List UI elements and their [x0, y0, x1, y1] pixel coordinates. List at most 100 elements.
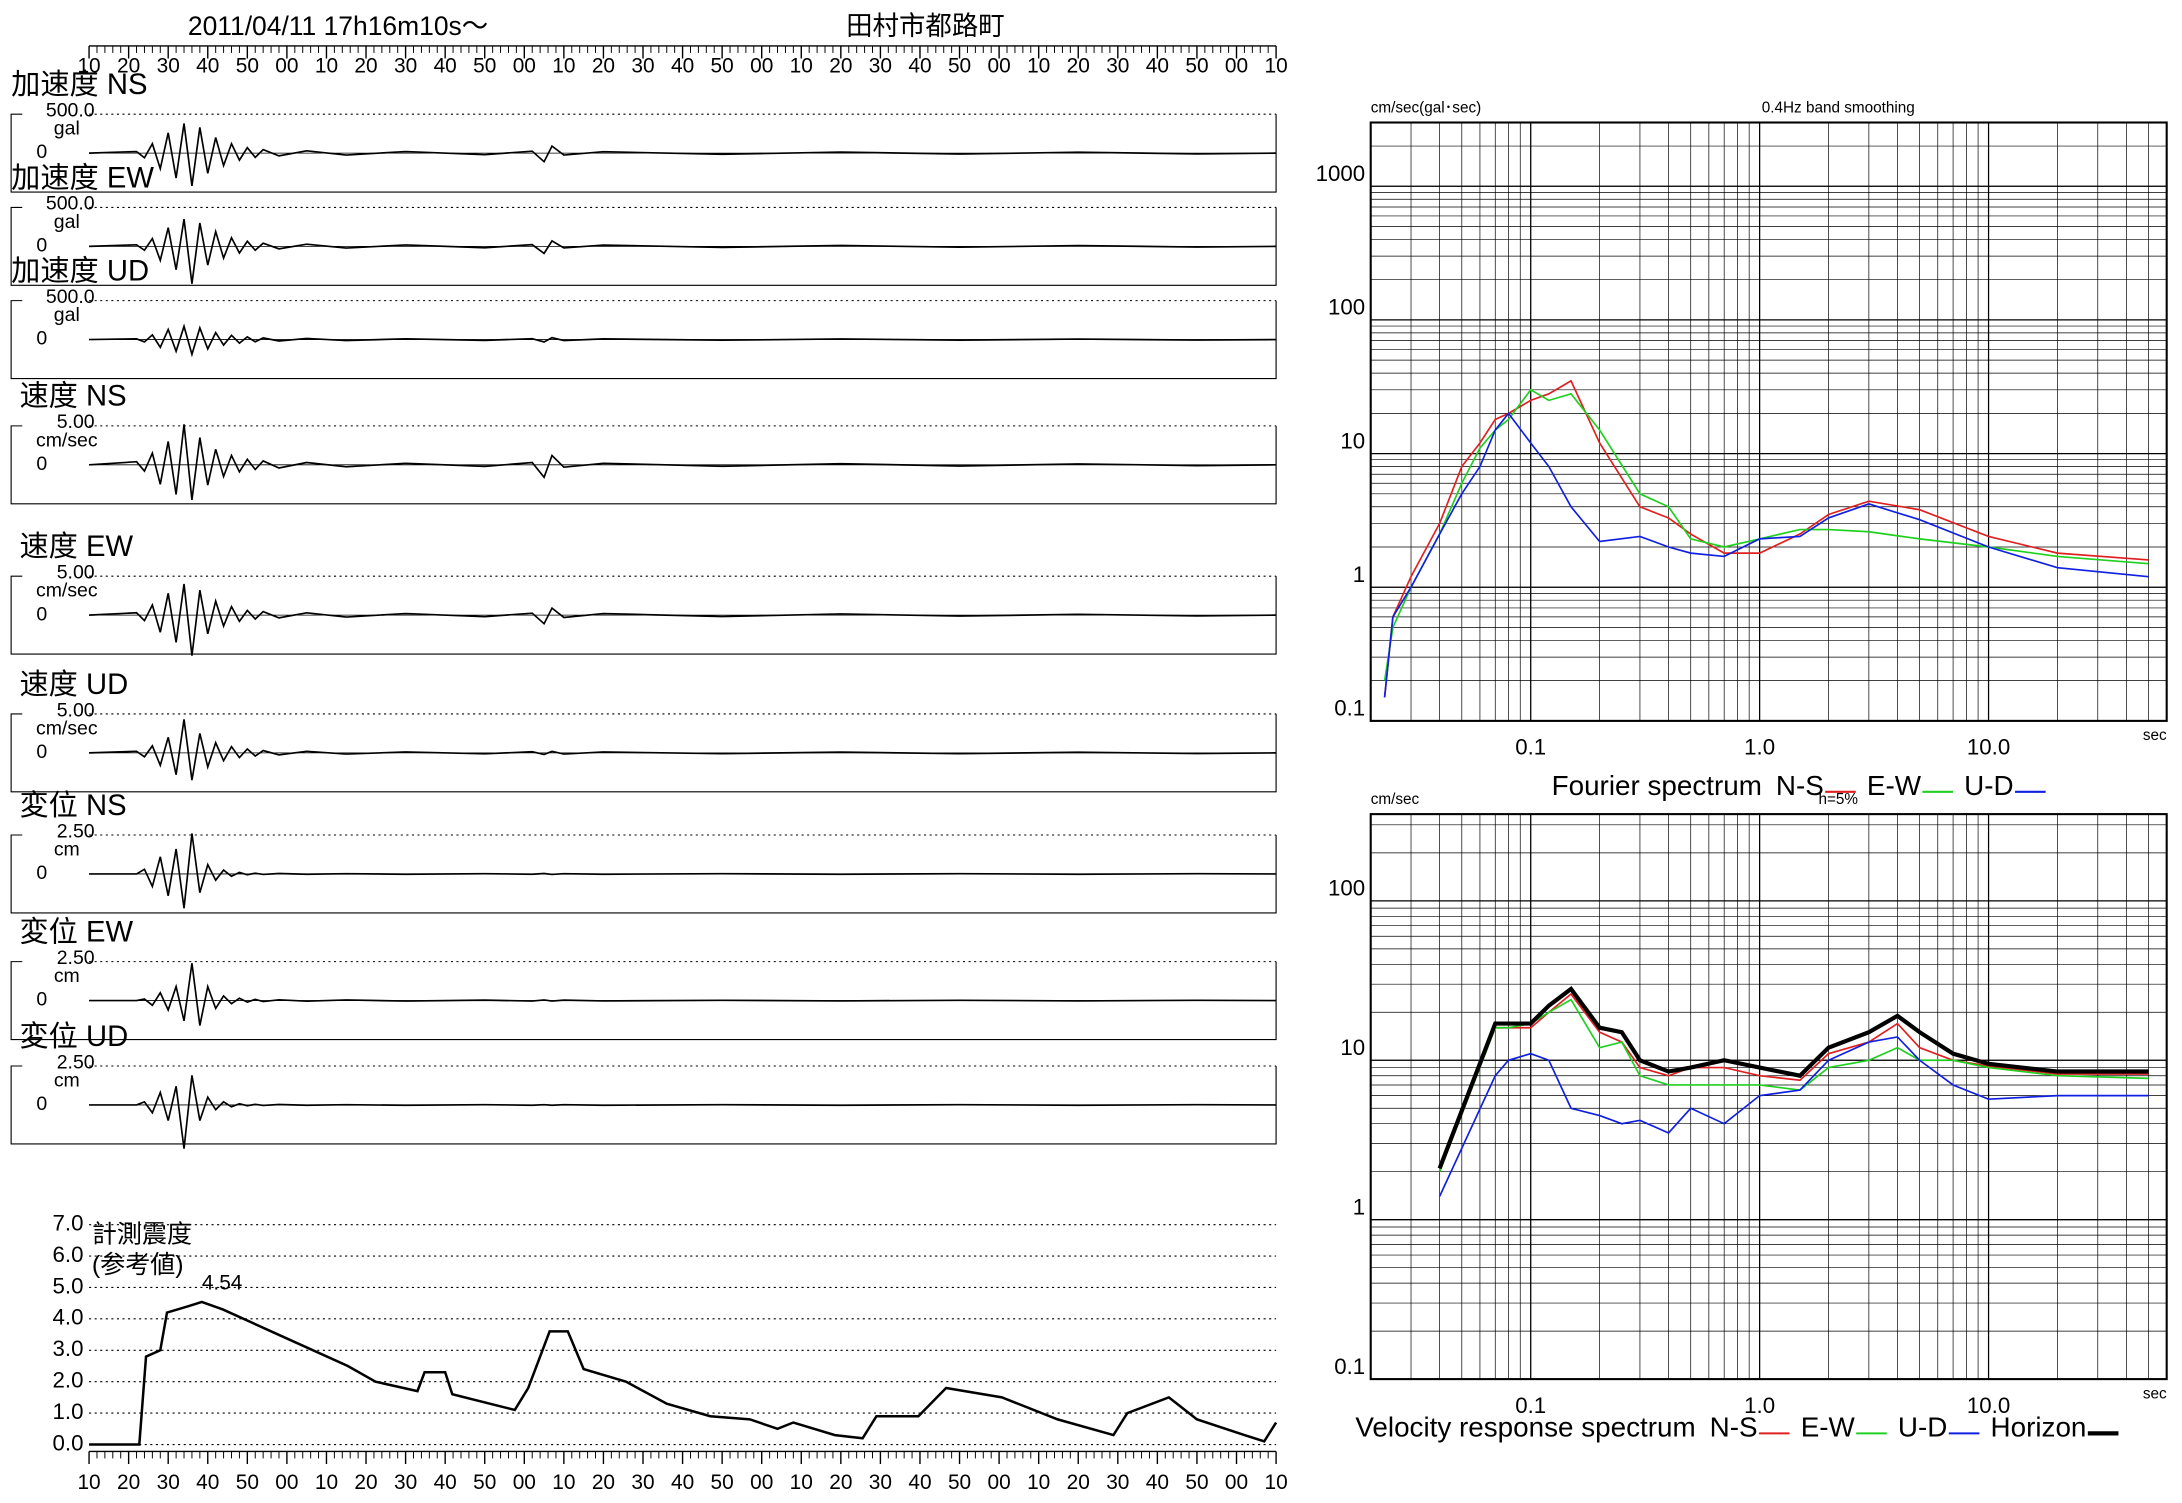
time-tick-label: 20 — [1067, 54, 1090, 77]
spectrum-line — [1438, 998, 2149, 1173]
record-date: 2011/04/11 17h16m10s〜 — [188, 11, 488, 41]
time-tick-label: 20 — [117, 54, 140, 77]
time-tick-label: 40 — [434, 54, 457, 77]
time-tick-label: 20 — [592, 54, 615, 77]
y-tick-label: 10 — [1340, 428, 1365, 453]
time-tick-label: 50 — [711, 54, 734, 77]
time-tick-label: 50 — [236, 54, 259, 77]
time-tick-label: 10 — [1264, 54, 1287, 77]
channel-scale-label: 0 — [36, 328, 47, 350]
time-tick-label: 30 — [1106, 54, 1129, 77]
time-tick-label: 00 — [988, 54, 1011, 77]
x-tick-label: 0.1 — [1515, 1393, 1546, 1418]
x-tick-label: 10.0 — [1967, 735, 2010, 760]
time-tick-label: 00 — [513, 1471, 536, 1494]
channel-scale-label: 500.0 — [46, 286, 95, 308]
time-tick-label: 30 — [394, 1471, 417, 1494]
time-tick-label: 30 — [1106, 1471, 1129, 1494]
channel-scale-label: 0 — [36, 453, 47, 475]
time-tick-label: 20 — [829, 54, 852, 77]
channel-scale-label: 0 — [36, 862, 47, 884]
channel-label: 速度 UD — [19, 668, 128, 701]
time-tick-label: 40 — [908, 1471, 931, 1494]
channel-frame — [10, 834, 1277, 914]
channel-unit: cm/sec — [36, 717, 98, 739]
time-tick-label: 50 — [948, 54, 971, 77]
channel-frame — [10, 206, 1277, 286]
channel-frame — [10, 961, 1277, 1041]
y-axis-label: cm/sec — [1371, 791, 1420, 808]
time-tick-label: 10 — [552, 54, 575, 77]
y-tick-label: 10 — [1340, 1035, 1365, 1060]
time-tick-label: 10 — [1027, 1471, 1050, 1494]
legend-label: E-W — [1867, 770, 1922, 801]
time-tick-label: 50 — [473, 1471, 496, 1494]
time-tick-label: 00 — [1225, 54, 1248, 77]
channel-label: 変位 EW — [19, 916, 133, 949]
chart-subtitle: (参考値) — [92, 1251, 184, 1279]
y-tick-label: 0.1 — [1334, 1354, 1365, 1379]
waveform — [89, 424, 1277, 501]
legend-title: Fourier spectrum — [1552, 770, 1762, 801]
channel-scale-label: 0 — [36, 989, 47, 1011]
channel-scale-label: 5.00 — [57, 411, 95, 433]
time-tick-label: 40 — [908, 54, 931, 77]
channel-scale-label: 2.50 — [57, 820, 95, 842]
time-tick-label: 40 — [196, 54, 219, 77]
time-tick-label: 10 — [790, 1471, 813, 1494]
y-tick-label: 3.0 — [53, 1336, 84, 1361]
waveform — [89, 218, 1277, 284]
time-tick-label: 00 — [275, 1471, 298, 1494]
legend-label: N-S — [1776, 770, 1824, 801]
channel-scale-label: 0 — [36, 141, 47, 163]
x-axis-label: sec — [2143, 727, 2167, 744]
spectrum-line — [1383, 379, 2149, 698]
channel-unit: gal — [54, 211, 80, 233]
waveform — [89, 963, 1277, 1026]
x-tick-label: 1.0 — [1744, 1393, 1775, 1418]
spectrum-line — [1383, 388, 2149, 681]
channel-scale-label: 0 — [36, 1093, 47, 1115]
x-tick-label: 10.0 — [1967, 1393, 2010, 1418]
channel-unit: cm — [54, 838, 80, 860]
time-tick-label: 50 — [948, 1471, 971, 1494]
time-tick-label: 10 — [315, 54, 338, 77]
time-tick-label: 50 — [1185, 54, 1208, 77]
y-tick-label: 1 — [1353, 562, 1365, 587]
time-tick-label: 20 — [354, 1471, 377, 1494]
y-tick-label: 7.0 — [53, 1211, 84, 1236]
channel-unit: cm — [54, 1069, 80, 1091]
time-tick-label: 00 — [750, 54, 773, 77]
time-tick-label: 20 — [1067, 1471, 1090, 1494]
time-tick-label: 00 — [275, 54, 298, 77]
time-tick-label: 00 — [988, 1471, 1011, 1494]
channel-label: 速度 EW — [19, 530, 133, 563]
y-tick-label: 0.1 — [1334, 696, 1365, 721]
channel-frame — [10, 575, 1277, 655]
time-tick-label: 50 — [1185, 1471, 1208, 1494]
time-tick-label: 40 — [671, 1471, 694, 1494]
time-tick-label: 40 — [1146, 54, 1169, 77]
channel-label: 加速度 EW — [11, 161, 154, 194]
channel-unit: cm/sec — [36, 580, 98, 602]
plot-frame — [1369, 121, 2168, 722]
legend-label: U-D — [1898, 1412, 1947, 1443]
waveform — [89, 323, 1277, 358]
intensity-line — [89, 1300, 1278, 1446]
time-tick-label: 00 — [750, 1471, 773, 1494]
station-name: 田村市都路町 — [846, 11, 1005, 41]
time-tick-label: 10 — [552, 1471, 575, 1494]
channel-unit: cm/sec — [36, 429, 98, 451]
channel-scale-label: 0 — [36, 603, 47, 625]
waveform — [89, 123, 1277, 186]
time-tick-label: 00 — [513, 54, 536, 77]
time-tick-label: 30 — [869, 1471, 892, 1494]
time-tick-label: 30 — [157, 1471, 180, 1494]
channel-label: 変位 NS — [19, 789, 126, 822]
time-tick-label: 10 — [315, 1471, 338, 1494]
channel-frame — [10, 713, 1277, 793]
plot-frame — [1369, 813, 2168, 1381]
